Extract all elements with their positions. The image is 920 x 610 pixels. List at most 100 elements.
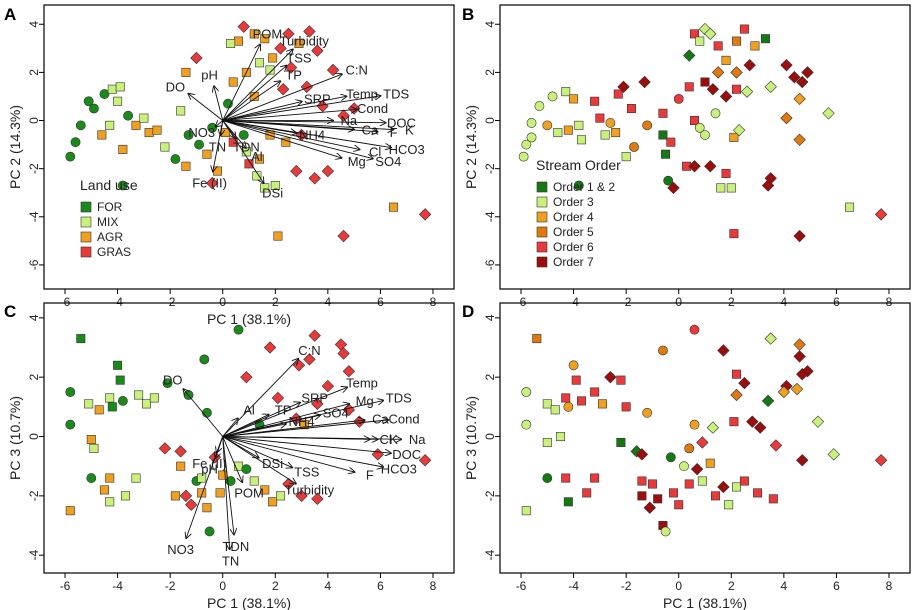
data-point bbox=[590, 387, 600, 397]
data-point bbox=[690, 462, 704, 476]
data-point bbox=[695, 36, 705, 46]
data-point bbox=[249, 476, 259, 486]
data-point bbox=[268, 53, 278, 63]
data-point bbox=[337, 109, 350, 122]
x-tick-label: 8 bbox=[430, 579, 437, 593]
x-tick-label: 2 bbox=[272, 579, 279, 593]
data-point bbox=[793, 338, 806, 351]
data-point bbox=[65, 151, 76, 162]
y-axis-title: PC 2 (14.3%) bbox=[463, 105, 479, 189]
data-point bbox=[595, 113, 605, 123]
data-point bbox=[303, 25, 316, 38]
y-tick-label: -6 bbox=[483, 259, 497, 270]
data-point bbox=[700, 77, 710, 87]
data-point bbox=[276, 491, 286, 501]
loading-arrow bbox=[222, 436, 383, 467]
data-point bbox=[653, 494, 663, 504]
x-tick-label: 0 bbox=[219, 295, 226, 309]
loading-label: TSS bbox=[294, 465, 320, 480]
y-tick-label: 2 bbox=[27, 374, 41, 381]
data-point bbox=[658, 130, 668, 140]
panel-letter-a: A bbox=[4, 5, 16, 24]
data-point bbox=[673, 93, 684, 104]
data-point bbox=[700, 130, 710, 140]
x-axis-title: PC 1 (38.1%) bbox=[663, 595, 747, 610]
loading-label: Temp bbox=[346, 87, 378, 102]
loading-arrow bbox=[186, 436, 224, 539]
loading-arrow bbox=[222, 81, 281, 121]
loading-arrow bbox=[222, 415, 269, 437]
data-point bbox=[811, 415, 825, 428]
y-tick-label: -2 bbox=[27, 163, 41, 174]
x-tick-label: 2 bbox=[272, 295, 279, 309]
data-point bbox=[86, 434, 96, 444]
data-point bbox=[158, 442, 172, 455]
legend-label: FOR bbox=[97, 200, 123, 214]
y-axis-title: PC 2 (14.3%) bbox=[7, 105, 23, 189]
data-point bbox=[563, 125, 573, 135]
data-point bbox=[176, 106, 186, 116]
data-point bbox=[629, 142, 639, 152]
data-point bbox=[605, 118, 616, 128]
loading-arrow bbox=[222, 120, 378, 132]
data-point bbox=[684, 82, 694, 92]
data-point bbox=[590, 473, 600, 483]
data-point bbox=[739, 476, 749, 486]
loading-label: Mg bbox=[356, 393, 374, 408]
loading-label: pH bbox=[201, 462, 218, 477]
data-point bbox=[65, 506, 75, 516]
loading-arrow bbox=[222, 436, 355, 473]
data-point bbox=[265, 65, 275, 75]
data-point bbox=[105, 393, 115, 403]
data-point bbox=[326, 63, 340, 77]
data-point bbox=[729, 132, 739, 142]
loading-label: Al bbox=[251, 149, 263, 164]
data-point bbox=[179, 489, 193, 503]
data-point bbox=[553, 128, 563, 138]
data-point bbox=[202, 407, 212, 418]
loading-label: DSi bbox=[262, 185, 283, 200]
data-point bbox=[89, 443, 99, 453]
loading-arrow bbox=[222, 436, 234, 535]
data-point bbox=[796, 368, 809, 381]
loading-label: DO bbox=[163, 373, 183, 388]
y-tick-label: -2 bbox=[27, 490, 41, 501]
data-point bbox=[600, 130, 610, 140]
data-point bbox=[252, 171, 262, 181]
data-point bbox=[292, 359, 306, 372]
data-point bbox=[241, 464, 252, 475]
data-point bbox=[663, 175, 674, 186]
data-point bbox=[719, 90, 733, 103]
data-point bbox=[689, 419, 700, 430]
data-point bbox=[240, 371, 253, 384]
y-tick-label: -2 bbox=[483, 163, 497, 174]
data-point bbox=[638, 75, 651, 89]
data-point bbox=[760, 34, 770, 44]
legend-label: AGR bbox=[97, 230, 123, 244]
legend-label: MIX bbox=[97, 215, 118, 229]
data-point bbox=[134, 390, 144, 400]
data-point bbox=[647, 479, 657, 489]
data-point bbox=[706, 83, 720, 96]
data-point bbox=[260, 485, 270, 495]
y-tick-label: 4 bbox=[483, 21, 497, 28]
data-point bbox=[181, 161, 191, 171]
data-point bbox=[542, 473, 553, 483]
data-point bbox=[131, 473, 141, 483]
data-point bbox=[260, 34, 270, 44]
x-tick-label: 6 bbox=[377, 295, 384, 309]
data-point bbox=[761, 394, 775, 408]
data-point bbox=[139, 113, 149, 123]
data-point bbox=[334, 338, 348, 351]
data-point bbox=[768, 494, 778, 504]
legend-swatch bbox=[536, 241, 548, 253]
legend-label: Order 1 & 2 bbox=[553, 180, 615, 194]
data-point bbox=[273, 231, 283, 241]
data-point bbox=[212, 166, 222, 176]
data-point bbox=[249, 29, 259, 39]
legend-title: Land use bbox=[80, 177, 138, 193]
data-point bbox=[717, 344, 730, 357]
loading-label: Cl bbox=[380, 432, 392, 447]
data-point bbox=[152, 125, 162, 135]
data-point bbox=[244, 159, 254, 169]
